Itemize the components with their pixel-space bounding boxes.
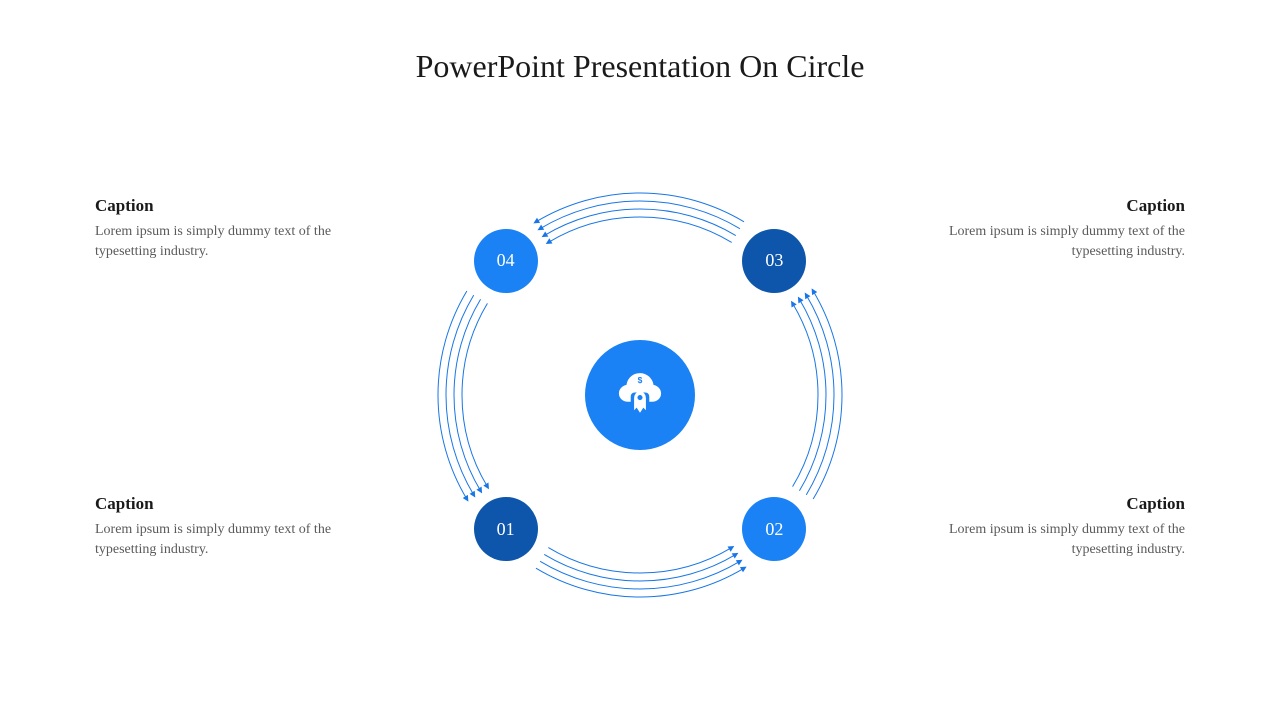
node-01: 01 [474,497,538,561]
node-02: 02 [742,497,806,561]
node-03: 03 [742,229,806,293]
node-label: 03 [765,250,783,271]
caption-block-2: Caption Lorem ipsum is simply dummy text … [925,196,1185,263]
caption-body: Lorem ipsum is simply dummy text of the … [95,520,355,561]
node-label: 02 [765,519,783,540]
caption-body: Lorem ipsum is simply dummy text of the … [925,222,1185,263]
caption-body: Lorem ipsum is simply dummy text of the … [95,222,355,263]
circular-diagram: $ 01 02 03 04 [400,155,880,635]
caption-block-1: Caption Lorem ipsum is simply dummy text … [95,196,355,263]
caption-body: Lorem ipsum is simply dummy text of the … [925,520,1185,561]
svg-text:$: $ [638,375,643,385]
node-label: 04 [497,250,515,271]
rocket-cloud-dollar-icon: $ [613,368,667,422]
caption-title: Caption [95,494,355,514]
node-label: 01 [497,519,515,540]
caption-title: Caption [925,196,1185,216]
caption-block-4: Caption Lorem ipsum is simply dummy text … [95,494,355,561]
caption-block-3: Caption Lorem ipsum is simply dummy text … [925,494,1185,561]
center-circle: $ [585,340,695,450]
caption-title: Caption [95,196,355,216]
node-04: 04 [474,229,538,293]
caption-title: Caption [925,494,1185,514]
page-title: PowerPoint Presentation On Circle [0,48,1280,85]
